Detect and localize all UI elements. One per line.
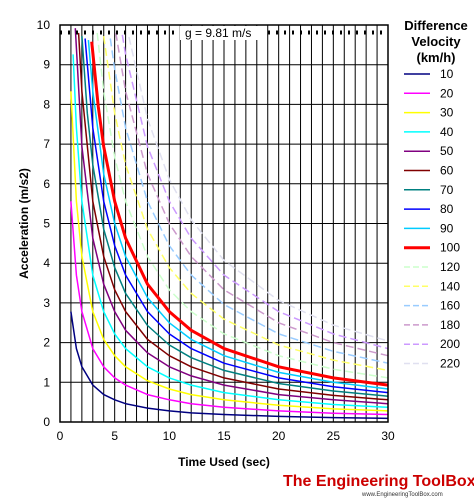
y-tick-label: 3 — [43, 296, 50, 310]
series-line-140 — [102, 35, 389, 372]
legend-label-180: 180 — [440, 318, 460, 332]
legend-label-220: 220 — [440, 357, 460, 371]
x-tick-label: 15 — [217, 429, 231, 443]
x-tick-label: 5 — [111, 429, 118, 443]
y-tick-label: 7 — [43, 137, 50, 151]
brand-url: www.EngineeringToolBox.com — [361, 492, 443, 498]
x-tick-labels: 0 5 10 15 20 25 30 — [57, 429, 395, 443]
series-line-30 — [70, 91, 389, 412]
legend-label-100: 100 — [440, 241, 460, 255]
legend-label-120: 120 — [440, 260, 460, 274]
y-tick-label: 1 — [43, 375, 50, 389]
series-line-100 — [90, 41, 389, 387]
legend-label-80: 80 — [440, 202, 454, 216]
series-line-120 — [96, 32, 389, 379]
y-tick-label: 10 — [37, 18, 51, 32]
legend-title-line-3: (km/h) — [417, 50, 456, 65]
legend-label-40: 40 — [440, 125, 454, 139]
legend-label-160: 160 — [440, 299, 460, 313]
legend-label-20: 20 — [440, 86, 454, 100]
y-tick-label: 2 — [43, 336, 50, 350]
series-line-200 — [121, 34, 389, 350]
legend-label-30: 30 — [440, 106, 454, 120]
series-line-70 — [81, 36, 389, 397]
y-tick-label: 6 — [43, 177, 50, 191]
y-tick-labels: 0 1 2 3 4 5 6 7 8 9 10 — [37, 18, 51, 429]
series-line-10 — [70, 311, 389, 420]
brand-logo-text: The Engineering ToolBox — [283, 473, 474, 490]
y-tick-label: 4 — [43, 256, 50, 270]
legend-label-70: 70 — [440, 183, 454, 197]
grid — [59, 24, 389, 423]
series-line-160 — [109, 38, 389, 364]
x-axis-label: Time Used (sec) — [178, 455, 270, 469]
plot-frame — [59, 24, 389, 423]
x-tick-label: 30 — [381, 429, 395, 443]
series-line-40 — [72, 54, 389, 409]
annotation-background — [180, 26, 266, 40]
legend-label-60: 60 — [440, 164, 454, 178]
series-line-180 — [115, 32, 389, 357]
gravity-annotation: g = 9.81 m/s — [185, 26, 251, 40]
legend-label-50: 50 — [440, 144, 454, 158]
legend-label-90: 90 — [440, 221, 454, 235]
series-line-220 — [128, 36, 389, 342]
legend-title-line-2: Velocity — [411, 34, 461, 49]
y-tick-label: 9 — [43, 58, 50, 72]
x-tick-label: 20 — [272, 429, 286, 443]
x-tick-label: 10 — [163, 429, 177, 443]
x-tick-label: 0 — [57, 429, 64, 443]
series-line-20 — [70, 201, 389, 416]
y-tick-label: 8 — [43, 97, 50, 111]
series-line-90 — [87, 40, 389, 390]
x-tick-label: 25 — [327, 429, 341, 443]
y-tick-label: 5 — [43, 217, 50, 231]
series-line-60 — [77, 32, 389, 401]
series-lines — [70, 28, 389, 420]
series-line-80 — [84, 38, 389, 394]
legend-label-200: 200 — [440, 337, 460, 351]
series-line-50 — [74, 28, 389, 405]
y-tick-label: 0 — [43, 415, 50, 429]
legend: Difference Velocity (km/h) 10 20 30 40 50 60 7… — [404, 18, 468, 371]
legend-label-140: 140 — [440, 279, 460, 293]
y-axis-label: Acceleration (m/s2) — [17, 168, 31, 279]
legend-title-line-1: Difference — [404, 18, 468, 33]
legend-label-10: 10 — [440, 67, 454, 81]
